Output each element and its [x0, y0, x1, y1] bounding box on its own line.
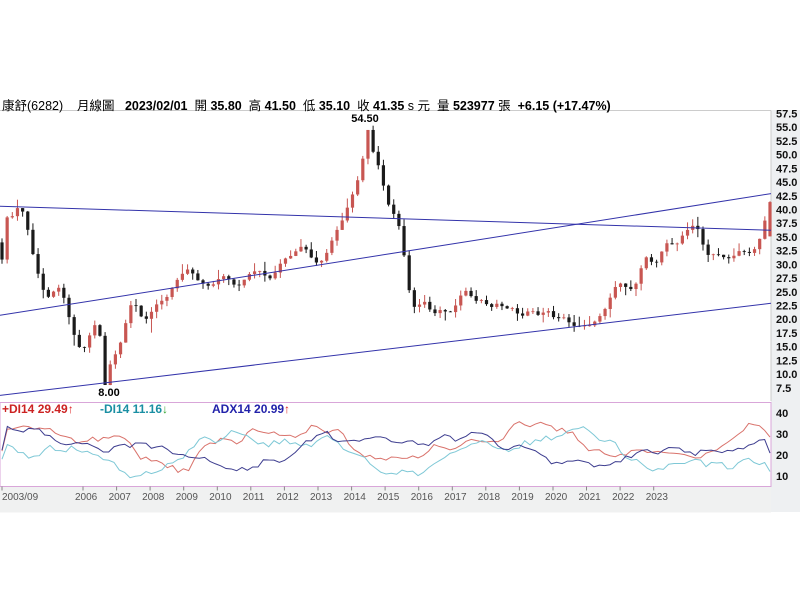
- svg-text:2006: 2006: [75, 492, 98, 503]
- svg-text:2008: 2008: [142, 492, 165, 503]
- svg-text:2023: 2023: [646, 492, 669, 503]
- svg-text:ADX14 20.99↑: ADX14 20.99↑: [212, 402, 290, 416]
- svg-text:7.5: 7.5: [776, 383, 791, 395]
- svg-text:2003/09: 2003/09: [2, 492, 39, 503]
- svg-text:2013: 2013: [310, 492, 333, 503]
- svg-text:22.5: 22.5: [776, 301, 797, 313]
- svg-text:32.5: 32.5: [776, 246, 797, 258]
- svg-text:55.0: 55.0: [776, 122, 797, 134]
- svg-text:10.0: 10.0: [776, 369, 797, 381]
- svg-text:10: 10: [776, 471, 788, 483]
- svg-text:2020: 2020: [545, 492, 568, 503]
- svg-text:2019: 2019: [511, 492, 534, 503]
- svg-text:12.5: 12.5: [776, 355, 797, 367]
- svg-text:+DI14 29.49↑: +DI14 29.49↑: [2, 402, 74, 416]
- svg-text:52.5: 52.5: [776, 136, 797, 148]
- svg-text:2017: 2017: [444, 492, 467, 503]
- svg-text:2007: 2007: [109, 492, 132, 503]
- svg-text:45.0: 45.0: [776, 177, 797, 189]
- svg-text:57.5: 57.5: [776, 109, 797, 121]
- svg-text:2014: 2014: [344, 492, 367, 503]
- svg-text:2015: 2015: [377, 492, 400, 503]
- svg-text:47.5: 47.5: [776, 163, 797, 175]
- svg-text:2021: 2021: [579, 492, 602, 503]
- svg-text:2012: 2012: [276, 492, 299, 503]
- svg-text:20.0: 20.0: [776, 314, 797, 326]
- svg-text:27.5: 27.5: [776, 273, 797, 285]
- svg-text:15.0: 15.0: [776, 342, 797, 354]
- svg-text:-DI14 11.16↓: -DI14 11.16↓: [100, 402, 168, 416]
- svg-text:40: 40: [776, 408, 788, 420]
- svg-text:17.5: 17.5: [776, 328, 797, 340]
- svg-text:37.5: 37.5: [776, 218, 797, 230]
- svg-text:54.50: 54.50: [351, 113, 379, 125]
- svg-text:20: 20: [776, 450, 788, 462]
- svg-text:2018: 2018: [478, 492, 501, 503]
- svg-text:2022: 2022: [612, 492, 635, 503]
- svg-text:35.0: 35.0: [776, 232, 797, 244]
- svg-text:8.00: 8.00: [98, 387, 119, 399]
- svg-text:50.0: 50.0: [776, 150, 797, 162]
- svg-text:40.0: 40.0: [776, 205, 797, 217]
- svg-text:42.5: 42.5: [776, 191, 797, 203]
- svg-text:30.0: 30.0: [776, 259, 797, 271]
- svg-text:2010: 2010: [209, 492, 232, 503]
- svg-text:2016: 2016: [411, 492, 434, 503]
- svg-text:25.0: 25.0: [776, 287, 797, 299]
- svg-text:30: 30: [776, 429, 788, 441]
- svg-text:2009: 2009: [176, 492, 199, 503]
- svg-text:2011: 2011: [243, 492, 265, 503]
